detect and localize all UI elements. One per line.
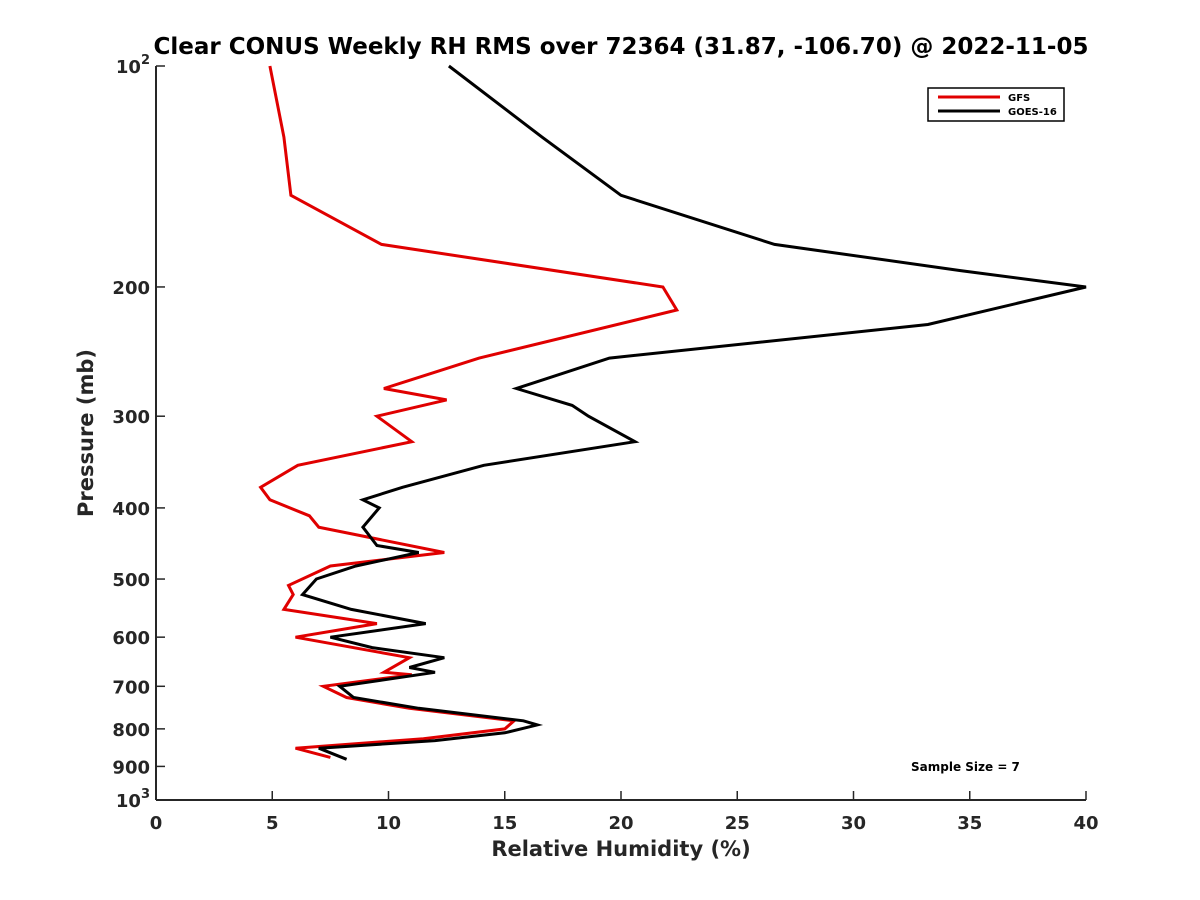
y-tick-label: 500 <box>112 570 150 591</box>
x-tick-label: 35 <box>957 813 982 834</box>
ticks: 0 5 10 15 20 25 30 35 40 102 200 300 400 500 600 700 800… <box>112 53 1098 834</box>
y-tick-label: 900 <box>112 757 150 778</box>
y-tick-label: 700 <box>112 677 150 698</box>
legend: GFS GOES-16 <box>927 87 1065 122</box>
series-line-goes-16 <box>299 64 1087 761</box>
y-tick-label: 600 <box>112 628 150 649</box>
legend-label: GFS <box>1008 93 1030 104</box>
sample-size-annotation: Sample Size = 7 <box>911 760 1020 774</box>
y-tick-label: 103 <box>116 787 150 812</box>
x-tick-label: 5 <box>266 813 279 834</box>
x-tick-label: 15 <box>492 813 517 834</box>
y-tick-label: 200 <box>112 278 150 299</box>
legend-label: GOES-16 <box>1008 107 1057 118</box>
plot-lines <box>258 64 1087 761</box>
x-tick-label: 10 <box>376 813 401 834</box>
y-tick-label: 102 <box>116 53 150 78</box>
x-tick-label: 20 <box>608 813 633 834</box>
chart-title: Clear CONUS Weekly RH RMS over 72364 (31… <box>154 34 1089 60</box>
x-tick-label: 40 <box>1073 813 1098 834</box>
series-line-gfs <box>258 65 680 759</box>
y-tick-label: 400 <box>112 499 150 520</box>
x-tick-label: 0 <box>150 813 163 834</box>
y-axis-label: Pressure (mb) <box>74 349 98 517</box>
y-tick-label: 300 <box>112 407 150 428</box>
y-tick-label: 800 <box>112 720 150 741</box>
x-axis-label: Relative Humidity (%) <box>491 837 750 861</box>
x-tick-label: 25 <box>725 813 750 834</box>
x-tick-label: 30 <box>841 813 866 834</box>
legend-box <box>927 87 1065 122</box>
